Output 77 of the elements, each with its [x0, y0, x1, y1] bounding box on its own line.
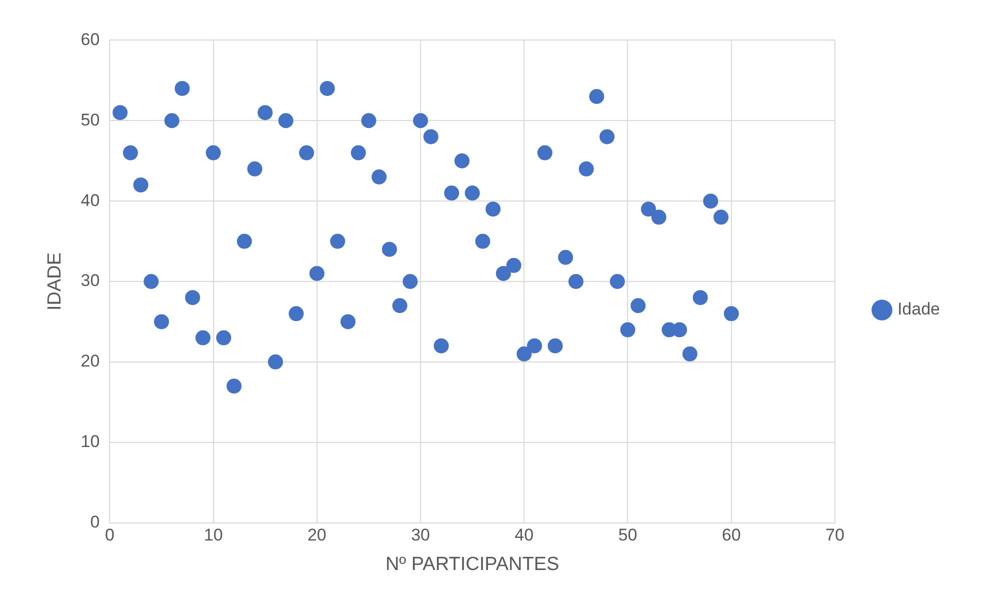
x-tick-label: 50: [618, 526, 638, 545]
point: [402, 274, 418, 289]
point: [164, 113, 180, 128]
point: [216, 330, 232, 346]
point: [340, 314, 356, 330]
point: [496, 266, 511, 281]
x-tick-label: 60: [722, 526, 741, 545]
point: [350, 145, 366, 160]
point: [278, 113, 294, 128]
y-axis-title: IDADE: [44, 252, 66, 311]
point: [548, 338, 563, 354]
point: [672, 322, 688, 338]
point: [268, 354, 283, 370]
point: [640, 202, 656, 217]
point: [475, 234, 490, 249]
point: [392, 298, 408, 314]
point: [423, 129, 438, 144]
point: [112, 105, 128, 120]
point: [506, 258, 522, 273]
point: [247, 161, 262, 176]
point: [320, 80, 335, 96]
y-tick-label: 60: [80, 30, 100, 49]
legend-label: Idade: [897, 300, 940, 319]
point: [434, 338, 449, 354]
point: [413, 113, 428, 128]
point: [713, 210, 728, 225]
point: [174, 80, 190, 96]
point: [382, 242, 397, 257]
point: [464, 186, 480, 201]
point: [486, 202, 501, 217]
point: [195, 330, 210, 346]
point: [527, 338, 542, 354]
point: [258, 105, 273, 120]
point: [630, 298, 646, 314]
point: [372, 169, 387, 184]
point: [589, 89, 604, 104]
point: [703, 194, 718, 209]
x-axis-title: Nº PARTICIPANTES: [385, 554, 560, 575]
point: [682, 346, 698, 362]
point: [206, 145, 221, 160]
point: [288, 306, 304, 322]
x-tick-label: 30: [411, 526, 430, 545]
x-tick-label: 10: [204, 526, 223, 545]
point: [299, 145, 314, 160]
y-tick-label: 50: [80, 110, 100, 130]
point: [154, 314, 170, 330]
point: [144, 274, 159, 289]
y-tick-label: 0: [90, 512, 100, 532]
y-tick-label: 20: [80, 352, 100, 371]
y-tick-label: 30: [80, 271, 100, 290]
point: [444, 186, 460, 201]
point: [724, 306, 739, 322]
point: [537, 145, 552, 160]
point: [122, 145, 138, 160]
point: [309, 266, 324, 281]
point: [226, 378, 242, 394]
point: [692, 290, 708, 306]
y-tick-label: 40: [80, 190, 100, 210]
point: [651, 210, 666, 225]
point: [185, 290, 200, 306]
x-tick-label: 20: [307, 526, 326, 545]
point: [568, 274, 584, 289]
point: [620, 322, 636, 338]
point: [454, 153, 470, 168]
x-tick-label: 40: [514, 526, 534, 545]
x-tick-label: 70: [826, 526, 844, 545]
point: [558, 250, 574, 265]
point: [236, 234, 252, 249]
point: [361, 113, 376, 128]
point: [600, 129, 615, 144]
point: [330, 234, 346, 249]
point: [578, 161, 594, 176]
point: [516, 346, 532, 362]
y-tick-label: 10: [80, 432, 100, 452]
point: [133, 177, 148, 192]
x-tick-label: 0: [104, 526, 114, 545]
point: [610, 274, 625, 289]
